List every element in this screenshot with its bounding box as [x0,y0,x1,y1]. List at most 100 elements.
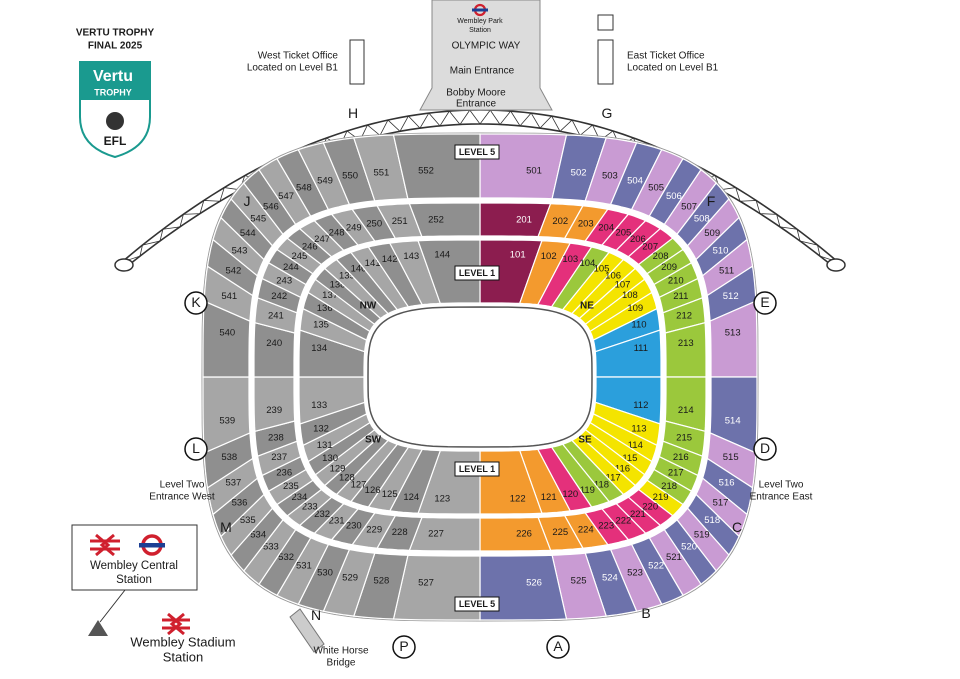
section-label: 232 [314,509,330,520]
section-label: 246 [302,242,318,253]
section-label: 525 [571,576,587,587]
event-title: FINAL 2025 [88,41,143,52]
section-label: 541 [221,291,237,302]
rail-icon [162,612,190,636]
section-label: 204 [598,222,614,233]
arch-foot [826,258,846,272]
underground-bar [472,8,488,12]
section-label: 520 [681,542,697,553]
section-label: 141 [365,258,381,269]
section-label: 106 [605,271,621,282]
section-label: 131 [317,440,333,451]
entrance-label: Level Two [160,480,205,491]
section-label: 250 [366,219,382,230]
section-label: 237 [271,452,287,463]
section-label: 508 [694,214,710,225]
section-label: 218 [661,481,677,492]
section-label: 202 [552,216,568,227]
road-label: OLYMPIC WAY [452,41,521,52]
pointer-line [99,589,126,623]
section-label: 116 [615,464,630,475]
section-label: 102 [541,251,557,262]
section-label: 212 [676,310,692,321]
section-label: 248 [329,227,345,238]
level-box [454,461,500,477]
section-label: 128 [339,472,355,483]
section-label: 210 [668,275,684,286]
gate-label: E [760,294,769,310]
section-label: 527 [418,577,434,588]
section-label: 130 [322,453,338,464]
section-label: 213 [678,338,694,349]
section-label: 234 [291,492,307,503]
corner-label: NE [580,301,594,312]
section-label: 231 [329,516,345,527]
ticket-office-label: Located on Level B1 [247,63,339,74]
section-label: 233 [302,501,318,512]
station-label: Station [163,649,203,664]
section-label: 235 [283,481,299,492]
section-label: 129 [330,464,346,475]
section-label: 211 [673,291,688,302]
section-label: 115 [622,453,637,464]
section-label: 205 [615,227,631,238]
section-label: 107 [615,279,631,290]
section-label: 134 [311,343,327,354]
section-label: 138 [330,279,346,290]
section-label: 209 [661,262,677,273]
section-label: 515 [723,452,739,463]
section-label: 101 [510,250,526,261]
station-box [71,524,198,591]
section-label: 104 [579,258,595,269]
bridge-label: Bridge [327,658,356,669]
gate-label: L [192,440,200,456]
section-label: 122 [510,493,526,504]
station-label: Wembley Stadium [130,634,235,649]
section-label: 227 [428,528,444,539]
section-label: 501 [526,166,542,177]
section-label: 538 [221,452,237,463]
section-label: 513 [725,328,741,339]
section-label: 539 [219,416,235,427]
entrance-label: Bobby Moore [446,88,506,99]
section-label: 109 [627,303,643,314]
section-label: 119 [580,485,595,496]
station-label: Wembley Central [90,560,178,572]
section-label: 510 [713,245,729,256]
section-label: 546 [263,201,279,212]
section-label: 549 [317,176,333,187]
section-label: 217 [668,468,684,479]
section-label: 207 [642,242,658,253]
logo-league: EFL [104,134,127,148]
section-label: 108 [622,290,638,301]
section-label: 252 [428,215,444,226]
gate-label: P [399,638,408,654]
entrance-label: Entrance West [149,492,215,503]
section-label: 506 [666,191,682,202]
section-label: 247 [314,234,330,245]
station-marker [88,620,108,636]
gate-circle [546,635,570,659]
section-label: 548 [296,182,312,193]
section-label: 540 [219,328,235,339]
section-label: 240 [266,338,282,349]
section-label: 144 [434,250,450,261]
section-label: 242 [271,291,287,302]
section-label: 547 [278,191,294,202]
logo-ball [106,112,124,130]
section-label: 203 [578,219,594,230]
logo-trophy: TROPHY [94,87,132,97]
section-label: 230 [346,521,362,532]
gate-label: M [220,519,232,535]
section-label: 522 [648,561,664,572]
section-label: 132 [313,424,329,435]
entrance-label: Level Two [759,480,804,491]
seat-section [664,321,707,378]
section-label: 543 [232,245,248,256]
section-label: 118 [594,479,609,490]
section-label: 512 [723,291,739,302]
section-label: 245 [291,251,307,262]
gate-label: D [760,440,770,456]
section-label: 112 [633,400,648,411]
